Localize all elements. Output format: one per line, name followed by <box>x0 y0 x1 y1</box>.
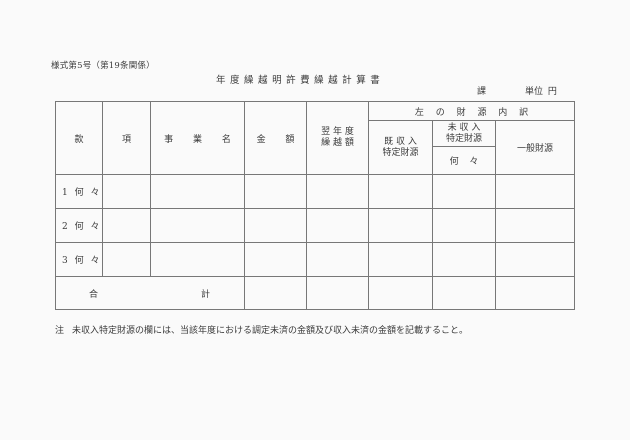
empty-cell <box>306 174 369 209</box>
form-number: 様式第5号（第19条関係） <box>51 61 155 71</box>
header-mishuunyuu-line1: 未 収 入 <box>447 122 481 133</box>
row-label: 1 何 々 <box>55 174 103 209</box>
empty-cell <box>432 174 496 209</box>
header-jigyou-mei: 事 業 名 <box>150 101 245 175</box>
empty-cell <box>244 208 307 243</box>
footnote-prefix: 注 <box>55 326 65 336</box>
total-label-cell: 合 計 <box>55 276 245 310</box>
total-label: 合 計 <box>57 287 244 300</box>
row-label: 3 何 々 <box>55 242 103 277</box>
department-label: 課 <box>477 87 487 97</box>
empty-cell <box>368 242 433 277</box>
empty-cell <box>244 242 307 277</box>
empty-cell <box>494 276 576 310</box>
header-mishuunyuu-line2: 特定財源 <box>445 133 482 144</box>
empty-cell <box>102 174 151 209</box>
header-nani-nani: 何 々 <box>432 146 496 175</box>
empty-cell <box>368 174 433 209</box>
carryover-calculation-table: 款 項 事 業 名 金 額 翌 年 度 繰 越 額 左 の 財 源 内 訳 既 … <box>55 101 576 310</box>
footnote-text: 未収入特定財源の欄には、当該年度における調定未済の金額及び収入未済の金額を記載す… <box>72 326 469 336</box>
header-mishuunyuu-tokutei-zaigen: 未 収 入 特定財源 <box>432 120 496 147</box>
table-row: 2 何 々 <box>55 208 576 243</box>
header-yokunendo-line2: 繰 越 額 <box>321 138 354 148</box>
empty-cell <box>432 276 496 310</box>
header-zaigen-uchiwake: 左 の 財 源 内 訳 <box>367 101 576 121</box>
empty-cell <box>306 276 369 310</box>
header-kingaku: 金 額 <box>244 101 307 175</box>
header-kou: 項 <box>102 101 151 175</box>
footnote: 注未収入特定財源の欄には、当該年度における調定未済の金額及び収入未済の金額を記載… <box>55 323 468 336</box>
header-kishuunyuu-line1: 既 収 入 <box>384 136 417 147</box>
row-label: 2 何 々 <box>55 208 103 243</box>
empty-cell <box>306 242 369 277</box>
carryover-table-wrap: 款 項 事 業 名 金 額 翌 年 度 繰 越 額 左 の 財 源 内 訳 既 … <box>55 101 576 310</box>
empty-cell <box>150 242 245 277</box>
empty-cell <box>244 276 307 310</box>
empty-cell <box>102 242 151 277</box>
total-label-left: 合 <box>89 289 99 300</box>
table-row: 3 何 々 <box>55 242 576 277</box>
empty-cell <box>432 208 496 243</box>
empty-cell <box>494 208 576 243</box>
header-kishuunyuu-tokutei-zaigen: 既 収 入 特定財源 <box>368 120 433 175</box>
empty-cell <box>368 276 433 310</box>
unit-label: 単位 円 <box>525 87 557 97</box>
table-row: 1 何 々 <box>55 174 576 209</box>
header-yokunendo-kurikoshigaku: 翌 年 度 繰 越 額 <box>306 101 369 175</box>
empty-cell <box>150 208 245 243</box>
empty-cell <box>494 174 576 209</box>
header-kishuunyuu-line2: 特定財源 <box>382 147 419 158</box>
empty-cell <box>494 242 576 277</box>
empty-cell <box>150 174 245 209</box>
header-yokunendo-line1: 翌 年 度 <box>321 127 354 137</box>
header-kan: 款 <box>55 101 103 175</box>
header-ippan-zaigen: 一般財源 <box>494 120 576 175</box>
total-row: 合 計 <box>55 276 576 310</box>
empty-cell <box>432 242 496 277</box>
total-label-right: 計 <box>200 289 210 300</box>
empty-cell <box>368 208 433 243</box>
empty-cell <box>102 208 151 243</box>
empty-cell <box>244 174 307 209</box>
page-title: 年 度 繰 越 明 許 費 繰 越 計 算 書 <box>216 75 380 86</box>
empty-cell <box>306 208 369 243</box>
